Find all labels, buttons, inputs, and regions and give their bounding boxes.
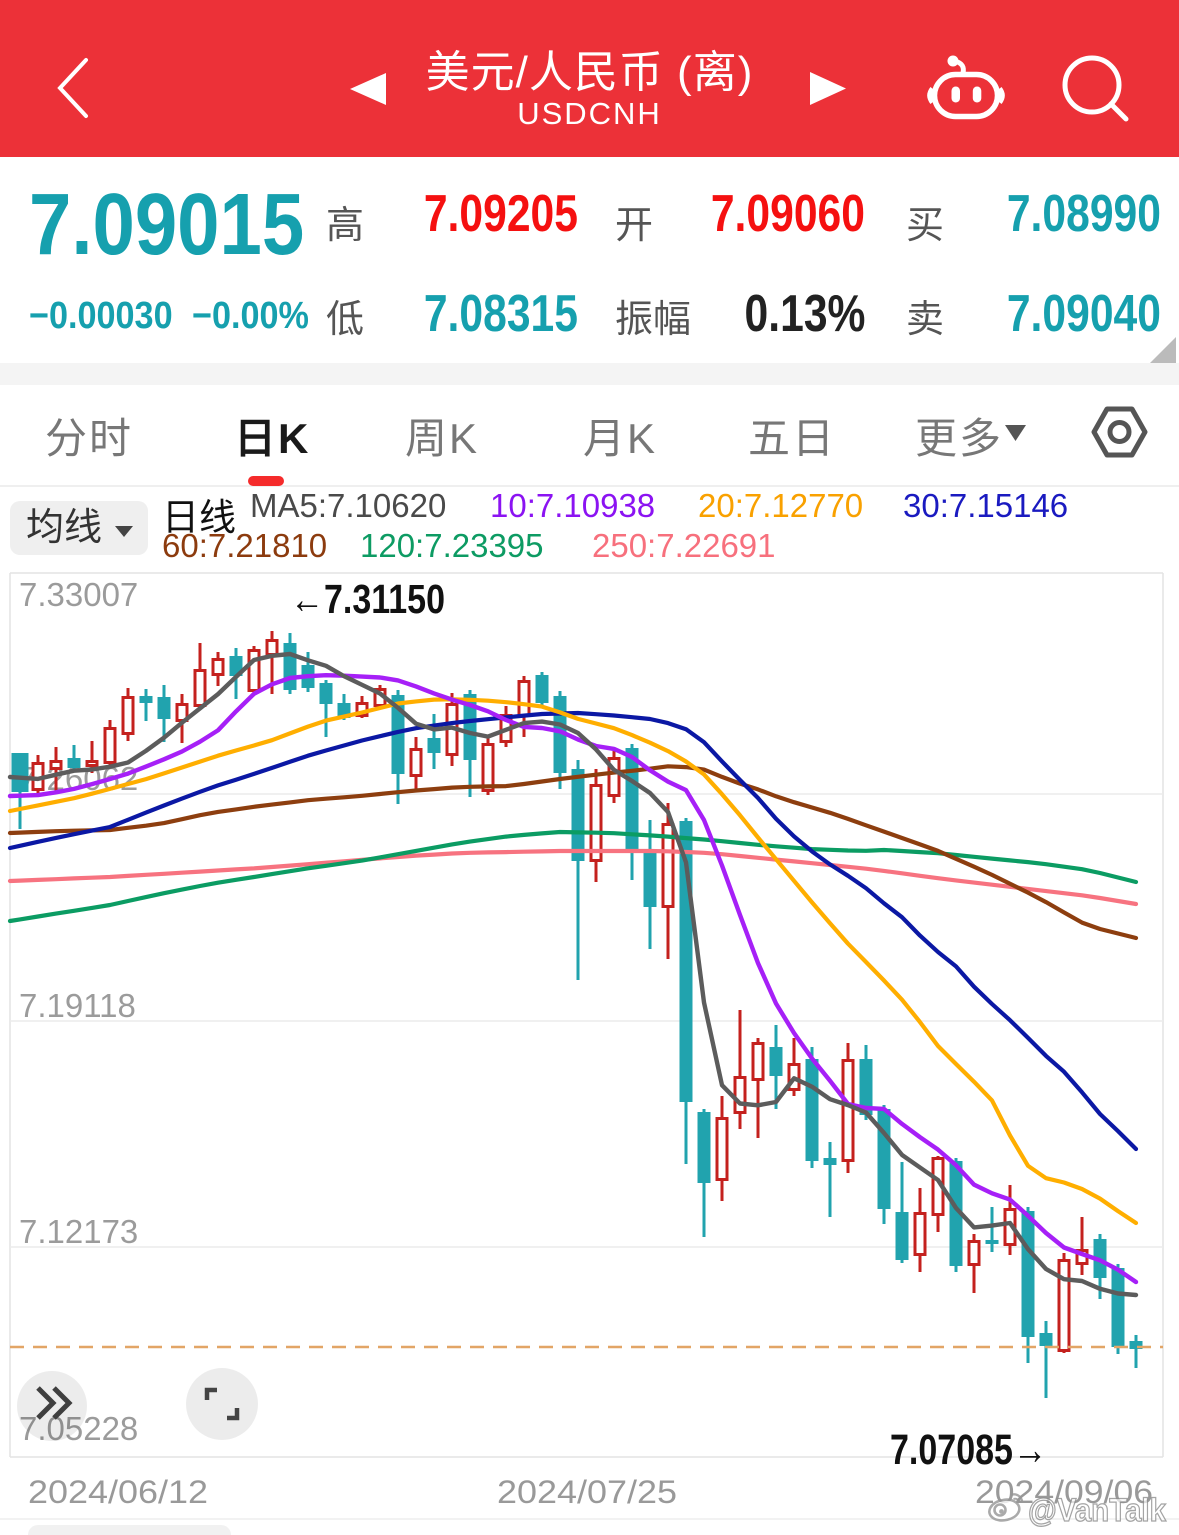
- svg-text:2024/06/12: 2024/06/12: [28, 1474, 208, 1510]
- svg-text:7.33007: 7.33007: [19, 576, 138, 613]
- svg-text:@VanTalk: @VanTalk: [1028, 1492, 1166, 1528]
- svg-text:2024/07/25: 2024/07/25: [497, 1474, 677, 1510]
- svg-text:←7.31150: ←7.31150: [290, 576, 445, 622]
- svg-text:7.19118: 7.19118: [19, 987, 136, 1024]
- svg-text:7.12173: 7.12173: [19, 1213, 138, 1250]
- svg-text:7.07085→: 7.07085→: [890, 1426, 1047, 1474]
